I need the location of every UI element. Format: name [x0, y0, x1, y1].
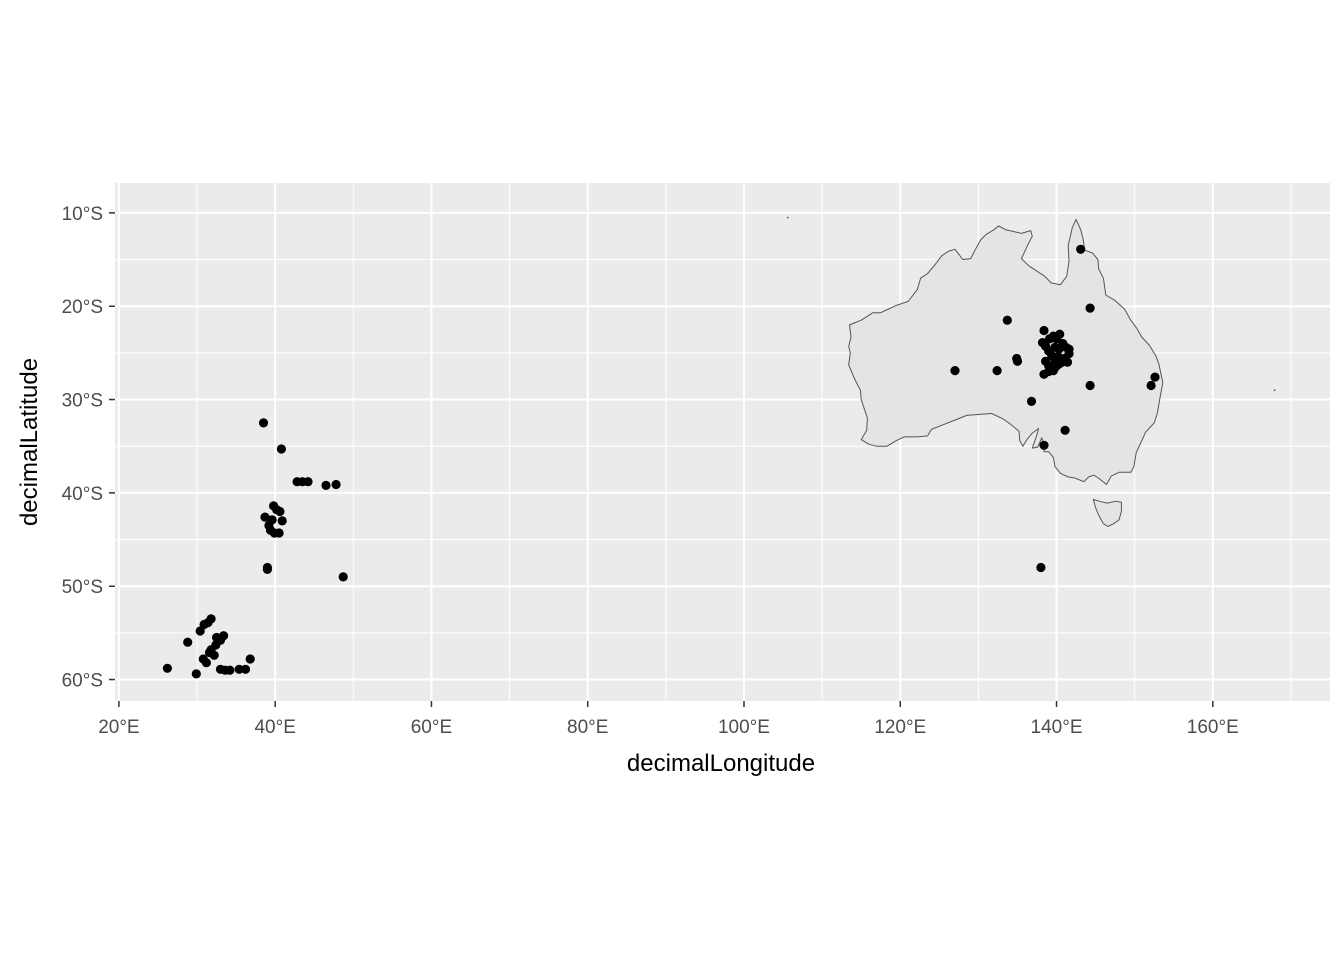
island-speck [1273, 389, 1276, 392]
data-point [303, 477, 313, 487]
x-tick-label: 80°E [567, 717, 608, 738]
data-point [1036, 562, 1046, 573]
x-axis-title: decimalLongitude [627, 750, 815, 777]
data-point [183, 637, 193, 647]
data-point [1039, 325, 1049, 336]
data-point [1146, 380, 1156, 391]
australia-basemap [786, 216, 1276, 527]
plot-panel [115, 183, 1330, 701]
y-tick-label: 10°S [62, 204, 103, 225]
data-point [1039, 440, 1049, 450]
data-point [162, 663, 172, 673]
data-point [331, 479, 341, 490]
island-speck [786, 216, 789, 219]
data-point [240, 664, 251, 674]
data-point [1060, 425, 1070, 435]
data-point [1012, 356, 1023, 366]
data-point [191, 669, 201, 679]
data-point [321, 480, 331, 490]
data-point [275, 506, 285, 517]
data-point [338, 572, 348, 582]
x-tick-label: 120°E [874, 717, 926, 738]
data-point [950, 366, 960, 376]
x-tick-label: 40°E [254, 717, 295, 738]
x-axis: 20°E 40°E 60°E 80°E 100°E 120°E 140°E 160°E [98, 701, 1239, 738]
data-point [276, 444, 286, 454]
data-point [1050, 342, 1060, 352]
data-point [204, 647, 215, 658]
data-point [267, 515, 277, 525]
data-point [201, 658, 211, 668]
data-point [1085, 380, 1095, 391]
x-tick-label: 60°E [411, 717, 452, 738]
data-point [260, 512, 270, 522]
data-point [1055, 329, 1065, 339]
y-tick-label: 60°S [62, 671, 103, 692]
y-axis-title: decimalLatitude [16, 358, 43, 526]
data-point [1026, 396, 1037, 406]
x-tick-label: 20°E [98, 717, 139, 738]
data-point [234, 664, 244, 674]
australia-mainland-outline [848, 218, 1164, 485]
data-point [1150, 372, 1160, 382]
data-point [258, 418, 269, 428]
y-tick-label: 50°S [62, 577, 103, 598]
data-point [262, 564, 272, 575]
data-point [1002, 315, 1012, 325]
data-point [206, 614, 216, 624]
occurrence-points [162, 244, 1160, 679]
data-point [225, 665, 235, 675]
y-axis: 10°S 20°S 30°S 40°S 50°S 60°S [62, 204, 115, 692]
data-point [1057, 357, 1067, 367]
data-point [219, 631, 229, 641]
data-point [1085, 303, 1095, 313]
data-point [1076, 244, 1086, 254]
data-point [277, 516, 287, 526]
data-point [274, 528, 284, 538]
x-tick-label: 160°E [1187, 717, 1239, 738]
data-point [1064, 344, 1074, 354]
data-point [211, 640, 221, 650]
x-tick-label: 100°E [718, 717, 770, 738]
y-tick-label: 20°S [62, 297, 103, 318]
data-point [1048, 366, 1058, 376]
y-tick-label: 30°S [62, 391, 103, 412]
data-point [245, 654, 255, 664]
y-tick-label: 40°S [62, 484, 103, 505]
tasmania-outline [1092, 498, 1122, 527]
data-point [992, 366, 1002, 376]
x-tick-label: 140°E [1031, 717, 1083, 738]
